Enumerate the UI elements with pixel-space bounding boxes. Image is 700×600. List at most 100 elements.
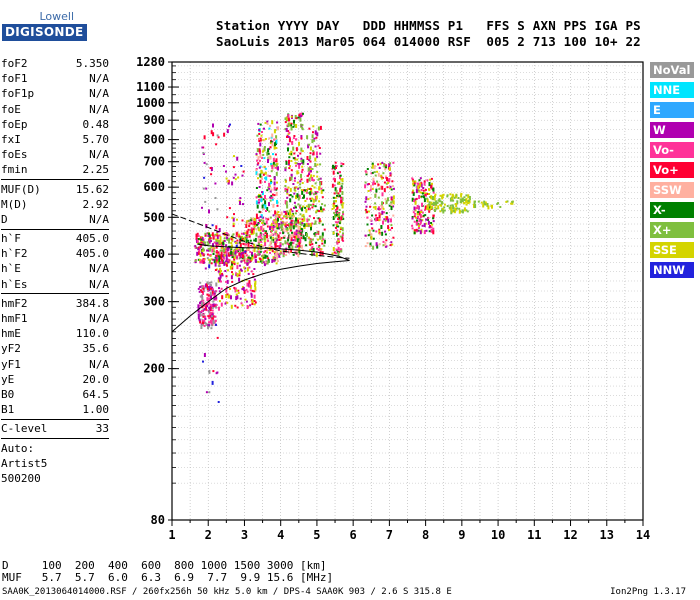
echo-point [332,196,335,199]
echo-point [211,289,214,294]
echo-point [291,213,294,216]
echo-point [323,204,326,207]
echo-point [364,234,367,237]
echo-point [316,155,319,158]
echo-point [235,274,238,277]
echo-point [265,220,268,225]
echo-point [312,149,315,152]
echo-point [279,243,282,245]
echo-point [385,200,388,205]
echo-point [288,131,291,134]
echo-point [207,315,210,318]
echo-point [334,196,337,199]
echo-point [216,232,219,237]
echo-point [420,209,423,212]
echo-point [449,208,452,211]
echo-point [389,185,392,188]
echo-point [428,193,431,195]
echo-point [313,137,316,140]
echo-point [293,119,295,124]
echo-point [253,226,256,229]
echo-point [314,145,317,148]
echo-point [275,139,278,144]
echo-point [274,153,277,156]
echo-point [198,248,201,253]
param-name: M(D) [1,197,28,211]
echo-point [255,224,258,226]
echo-point [252,218,255,221]
echo-point [301,124,304,126]
echo-point [383,218,386,221]
echo-point [255,171,258,176]
echo-point [293,135,296,137]
echo-point [245,288,248,291]
echo-point [199,236,202,241]
echo-point [244,298,247,301]
echo-point [280,237,283,240]
echo-point [309,160,312,163]
echo-point [247,239,250,242]
echo-point [273,186,276,191]
echo-point [295,231,298,233]
echo-point [376,217,379,221]
echo-point [428,188,430,191]
echo-point [257,237,260,242]
echo-point [294,205,297,208]
echo-point [204,318,207,320]
echo-point [290,173,293,178]
echo-point [430,195,433,200]
echo-point [383,163,386,168]
scaling-info: 500200 [1,471,41,485]
echo-point [284,128,287,131]
echo-point [275,135,278,140]
echo-point [257,217,260,219]
echo-point [388,163,391,168]
echo-point [208,287,211,292]
echo-point [411,197,414,202]
echo-point [217,277,220,280]
echo-point [374,165,376,168]
echo-point [284,185,287,187]
echo-point [284,121,287,124]
echo-point [320,189,323,194]
echo-point [366,211,368,213]
param-value: 405.0 [75,232,109,246]
echo-point [378,243,381,246]
distance-row: D 100 200 400 600 800 1000 1500 3000 [km… [2,559,327,572]
echo-point [210,327,213,330]
echo-point [300,178,303,181]
echo-point [257,226,260,229]
echo-point [286,204,289,209]
echo-point [258,250,261,253]
echo-point [230,244,233,249]
echo-point [263,127,265,130]
echo-point [260,196,263,199]
echo-point [226,238,229,241]
echo-point [298,226,301,231]
echo-point [300,135,303,139]
echo-point [199,295,202,298]
echo-point [212,132,215,137]
echo-point [281,220,284,223]
echo-point [446,205,449,207]
echo-point [259,142,262,147]
echo-point [301,162,304,165]
echo-point [314,205,317,208]
echo-point [230,250,233,255]
echo-point [248,219,251,222]
echo-point [282,252,285,255]
echo-point [231,265,234,268]
echo-point [307,144,310,149]
echo-point [259,165,262,168]
param-name: foE [1,102,21,116]
echo-point [286,188,289,191]
echo-point [333,192,336,195]
echo-point [334,187,337,192]
echo-point [284,178,287,181]
echo-point [202,360,204,363]
echo-point [390,241,393,244]
echo-point [255,202,258,205]
echo-point [269,157,272,160]
echo-point [416,205,419,209]
echo-point [379,218,382,221]
